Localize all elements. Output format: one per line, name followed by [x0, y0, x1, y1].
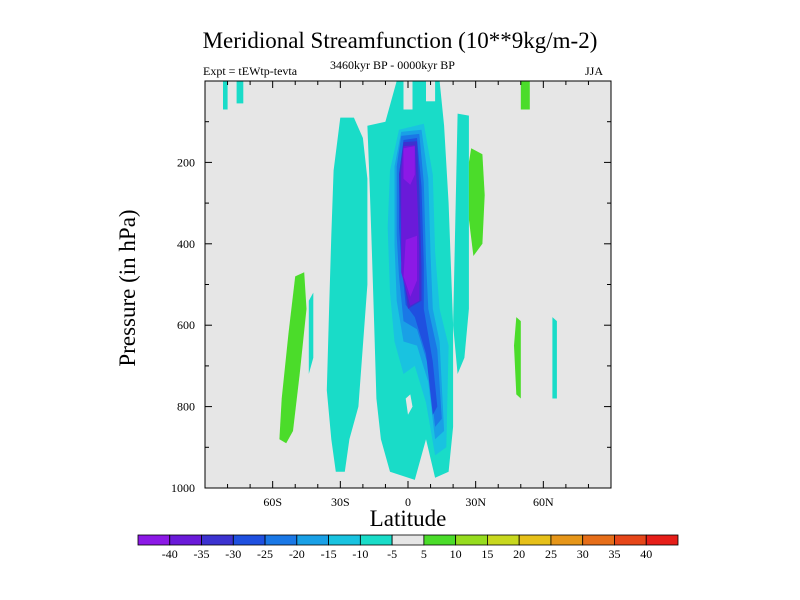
contour-region-19 [468, 148, 485, 256]
contour-region-16 [426, 81, 436, 102]
contour-region-20 [520, 81, 530, 110]
colorbar-label: -25 [257, 547, 273, 561]
colorbar-swatch [296, 534, 329, 546]
colorbar-swatch [201, 534, 234, 546]
colorbar-swatch [391, 534, 425, 546]
contour-region-13 [403, 146, 415, 185]
colorbar-swatch [232, 534, 266, 546]
y-tick-label: 1000 [171, 481, 195, 495]
y-tick-label: 600 [177, 318, 195, 332]
colorbar-label: -30 [225, 547, 241, 561]
contour-region-15 [403, 81, 413, 110]
colorbar-swatch [550, 534, 584, 546]
colorbar-label: 35 [608, 547, 620, 561]
colorbar-swatch [264, 534, 298, 546]
colorbar-swatch [518, 534, 552, 546]
colorbar-swatch [645, 534, 679, 546]
x-tick-label: 60N [533, 495, 554, 509]
chart-title: Meridional Streamfunction (10**9kg/m-2) [202, 28, 598, 53]
colorbar-swatch [487, 534, 520, 546]
season-label: JJA [585, 64, 604, 78]
x-tick-label: 60S [263, 495, 282, 509]
colorbar-swatch [328, 534, 361, 546]
contour-region-4 [308, 292, 314, 374]
x-tick-label: 30S [331, 495, 350, 509]
contour-region-22 [552, 317, 557, 399]
contour-region-14 [403, 235, 417, 297]
colorbar-label: -20 [289, 547, 305, 561]
x-tick-label: 0 [405, 495, 411, 509]
colorbar-label: -35 [194, 547, 210, 561]
colorbar-label: 40 [640, 547, 652, 561]
y-tick-label: 200 [177, 155, 195, 169]
colorbar-swatch [582, 534, 615, 546]
colorbar-label: 5 [421, 547, 427, 561]
contour-region-5 [326, 117, 368, 472]
contour-fills [223, 81, 557, 480]
contour-region-0 [236, 81, 244, 104]
experiment-label: Expt = tEWtp-tevta [203, 64, 298, 78]
colorbar-label: 10 [450, 547, 462, 561]
period-label: 3460kyr BP - 0000kyr BP [330, 58, 455, 72]
contour-region-17 [405, 394, 413, 415]
colorbar-swatch [455, 534, 488, 546]
colorbar-label: 30 [577, 547, 589, 561]
colorbar-swatch [359, 534, 393, 546]
colorbar-label: 25 [545, 547, 557, 561]
colorbar: -40 -35 -30 -25 -20 -15 -10 -5 5 10 15 20 25 30 35 40 [137, 534, 679, 561]
colorbar-label: -10 [352, 547, 368, 561]
y-tick-label: 400 [177, 237, 195, 251]
colorbar-label: 15 [481, 547, 493, 561]
colorbar-label: -40 [162, 547, 178, 561]
colorbar-label: -15 [321, 547, 337, 561]
colorbar-swatch [169, 534, 202, 546]
contour-region-18 [453, 113, 469, 374]
axes: 60S 30S 0 30N 60N 200 400 600 800 1000 [171, 81, 611, 509]
colorbar-swatch [614, 534, 647, 546]
contour-region-1 [223, 81, 228, 110]
colorbar-label: -5 [387, 547, 397, 561]
contour-region-21 [514, 317, 521, 399]
y-tick-label: 800 [177, 400, 195, 414]
contour-region-2 [279, 272, 307, 444]
x-tick-label: 30N [465, 495, 486, 509]
x-axis-label: Latitude [369, 506, 447, 531]
colorbar-swatch [423, 534, 457, 546]
colorbar-label: 20 [513, 547, 525, 561]
colorbar-swatch [137, 534, 171, 546]
